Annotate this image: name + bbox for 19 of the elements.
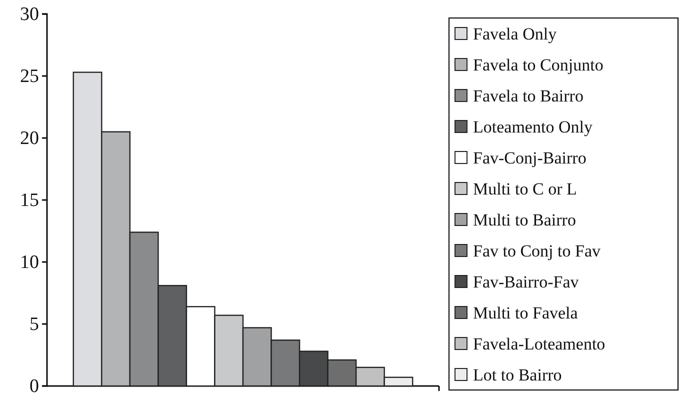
y-tick-label: 15 (20, 190, 39, 212)
legend-label: Fav-Conj-Bairro (473, 148, 586, 168)
legend-label: Fav-Bairro-Fav (473, 272, 580, 292)
legend-label: Favela-Loteamento (473, 334, 606, 354)
y-tick-label: 30 (20, 4, 39, 26)
legend-label: Loteamento Only (473, 118, 593, 136)
legend-label: Lot to Bairro (473, 366, 562, 384)
legend-label: Favela Only (473, 24, 558, 44)
y-tick-label: 10 (20, 252, 39, 274)
legend-label: Multi to Favela (473, 304, 578, 322)
y-tick-label: 5 (30, 314, 39, 336)
legend-label: Fav to Conj to Fav (473, 242, 602, 260)
legend-label: Favela to Bairro (473, 86, 584, 106)
y-tick-label: 25 (20, 66, 39, 88)
y-tick-label: 20 (20, 128, 39, 150)
legend-label: Multi to Bairro (473, 210, 576, 230)
legend-label: Multi to C or L (473, 180, 577, 198)
y-tick-label: 0 (30, 376, 39, 398)
legend-label: Favela to Conjunto (473, 56, 604, 74)
